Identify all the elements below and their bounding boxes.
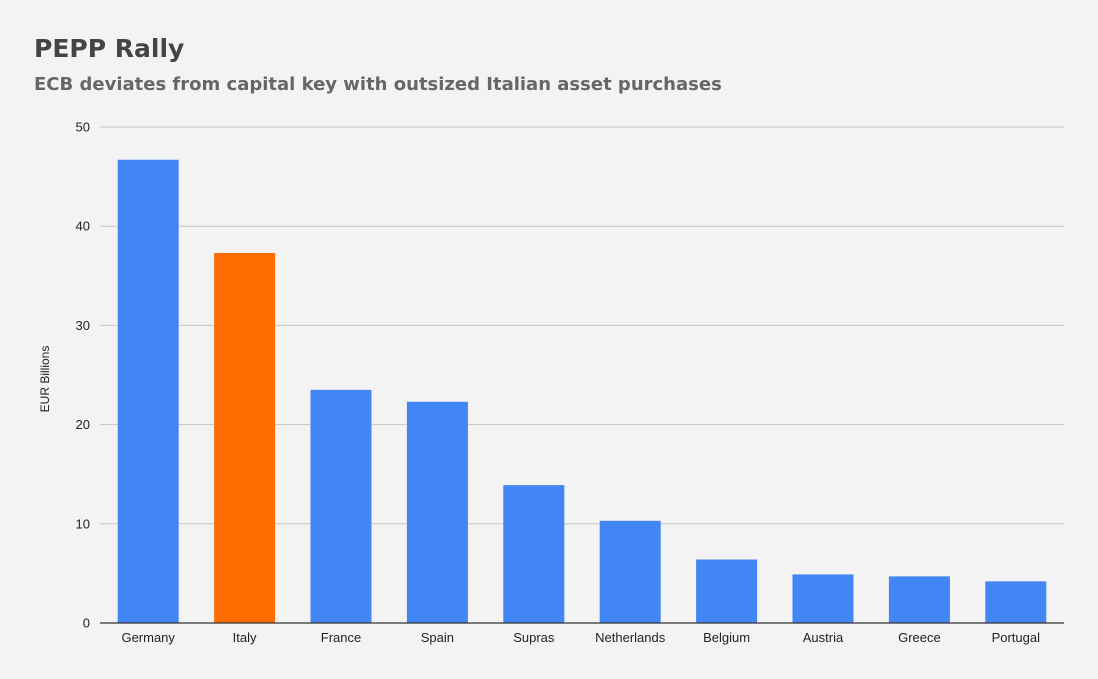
- bars: [117, 159, 1047, 623]
- bar-germany: [117, 159, 179, 623]
- chart-subtitle: ECB deviates from capital key with outsi…: [34, 74, 722, 95]
- y-tick-label-40: 40: [76, 219, 90, 234]
- x-tick-label-austria: Austria: [803, 630, 844, 645]
- y-tick-label-30: 30: [76, 318, 90, 333]
- y-tick-label-0: 0: [83, 616, 90, 631]
- bar-supras: [503, 485, 565, 623]
- bar-france: [310, 389, 372, 623]
- bar-greece: [888, 576, 950, 623]
- chart-title: PEPP Rally: [34, 34, 185, 63]
- x-tick-label-belgium: Belgium: [703, 630, 750, 645]
- bar-italy: [214, 252, 276, 623]
- y-tick-label-20: 20: [76, 417, 90, 432]
- bar-austria: [792, 574, 854, 623]
- y-tick-label-50: 50: [76, 120, 90, 135]
- bar-spain: [406, 401, 468, 623]
- x-tick-label-supras: Supras: [513, 630, 555, 645]
- x-tick-label-italy: Italy: [233, 630, 257, 645]
- y-axis-title: EUR Billions: [38, 346, 52, 413]
- x-tick-label-portugal: Portugal: [992, 630, 1041, 645]
- bar-netherlands: [599, 520, 661, 623]
- tick-labels: 0 10 20 30 40 50 Germany Italy France Spain Supras…: [76, 120, 1041, 646]
- x-tick-label-netherlands: Netherlands: [595, 630, 666, 645]
- bar-portugal: [985, 581, 1047, 623]
- x-tick-label-france: France: [321, 630, 361, 645]
- x-tick-label-germany: Germany: [121, 630, 175, 645]
- x-tick-label-greece: Greece: [898, 630, 941, 645]
- bar-belgium: [696, 559, 758, 623]
- y-tick-label-10: 10: [76, 516, 90, 531]
- x-tick-label-spain: Spain: [421, 630, 454, 645]
